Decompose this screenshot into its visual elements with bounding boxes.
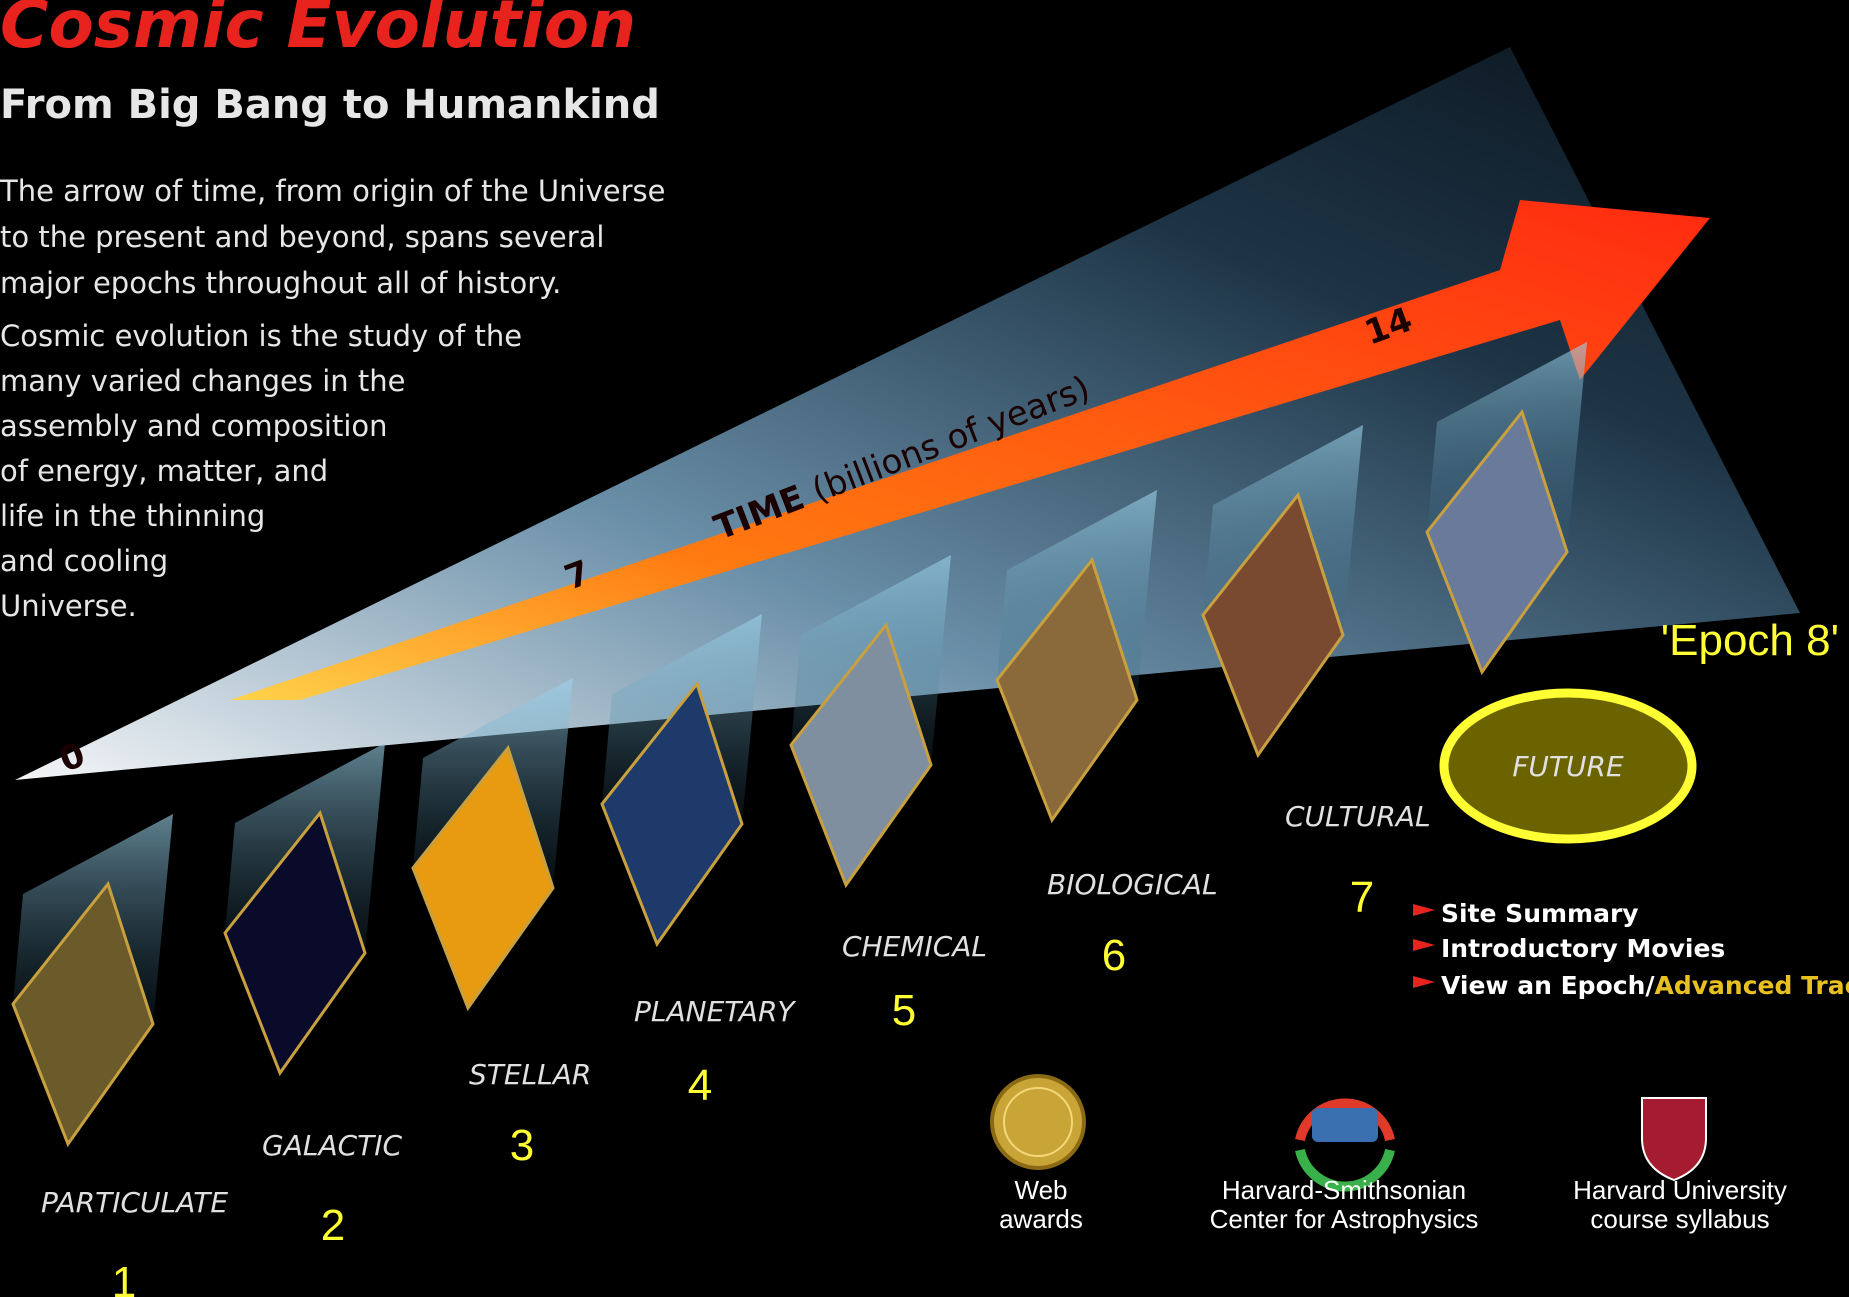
menu-link[interactable]: View an Epoch/Advanced Track — [1441, 971, 1849, 1000]
epoch-name[interactable]: PLANETARY — [634, 995, 796, 1028]
intro-line: to the present and beyond, spans several — [0, 220, 604, 254]
epoch-image[interactable] — [600, 680, 744, 948]
epoch-number: 7 — [1350, 873, 1374, 922]
epoch-image[interactable] — [223, 809, 367, 1077]
intro-line: assembly and composition — [0, 409, 388, 443]
epoch-number: 6 — [1102, 931, 1126, 980]
logo-caption: course syllabus — [1590, 1204, 1769, 1234]
intro-line: life in the thinning — [0, 499, 265, 533]
time-beam — [15, 47, 1800, 780]
logo-caption: Center for Astrophysics — [1210, 1204, 1479, 1234]
menu-bullet — [1413, 976, 1435, 988]
cfa-logo-arc — [1295, 1098, 1395, 1142]
epoch-image[interactable] — [411, 744, 555, 1012]
menu-link-text[interactable]: View an Epoch/ — [1441, 971, 1655, 1000]
epoch-number: 2 — [321, 1201, 345, 1250]
epoch-name[interactable]: FUTURE — [1512, 750, 1624, 783]
epoch-image[interactable] — [1425, 408, 1569, 676]
intro-line: The arrow of time, from origin of the Un… — [0, 174, 665, 208]
menu-link[interactable]: Introductory Movies — [1441, 934, 1725, 963]
epoch-number: 1 — [112, 1258, 136, 1297]
epoch-image[interactable] — [1201, 491, 1345, 759]
menu-bullet — [1413, 939, 1435, 951]
intro-line: Cosmic evolution is the study of the — [0, 319, 522, 353]
epoch-name[interactable]: CULTURAL — [1285, 800, 1431, 833]
epoch-image[interactable] — [995, 556, 1139, 824]
intro-line: many varied changes in the — [0, 364, 405, 398]
title: Cosmic Evolution — [0, 0, 636, 63]
epoch-number: 'Epoch 8' — [1661, 616, 1839, 665]
menu-link[interactable]: Site Summary — [1441, 899, 1639, 928]
epoch-number: 4 — [688, 1061, 712, 1110]
intro-line: and cooling — [0, 544, 168, 578]
epoch-name[interactable]: CHEMICAL — [842, 930, 987, 963]
logo-caption: awards — [999, 1204, 1083, 1234]
medal-ring — [1003, 1087, 1073, 1157]
logo-caption: Harvard University — [1573, 1175, 1787, 1205]
epoch-name[interactable]: BIOLOGICAL — [1047, 868, 1218, 901]
future-highlight — [1439, 688, 1697, 844]
logo-caption: Harvard-Smithsonian — [1222, 1175, 1466, 1205]
epoch-number: 5 — [892, 986, 916, 1035]
epoch-number: 3 — [510, 1121, 534, 1170]
epoch-image[interactable] — [789, 621, 933, 889]
logo-caption: Web — [1015, 1175, 1068, 1205]
cfa-logo-box[interactable] — [1312, 1108, 1378, 1142]
subtitle: From Big Bang to Humankind — [0, 82, 660, 128]
menu-bullet — [1413, 904, 1435, 916]
intro-line: of energy, matter, and — [0, 454, 328, 488]
harvard-shield[interactable] — [1641, 1097, 1707, 1182]
intro-line: major epochs throughout all of history. — [0, 266, 561, 300]
web-award-medal[interactable] — [990, 1074, 1086, 1170]
menu-link-highlight[interactable]: Advanced Track — [1655, 971, 1849, 1000]
epoch-image[interactable] — [11, 880, 155, 1148]
epoch-name[interactable]: STELLAR — [469, 1058, 591, 1091]
time-arrow — [230, 200, 1710, 700]
epoch-name[interactable]: GALACTIC — [262, 1129, 403, 1162]
epoch-name[interactable]: PARTICULATE — [41, 1186, 228, 1219]
intro-line: Universe. — [0, 589, 137, 623]
cfa-logo-arc — [1295, 1148, 1395, 1192]
